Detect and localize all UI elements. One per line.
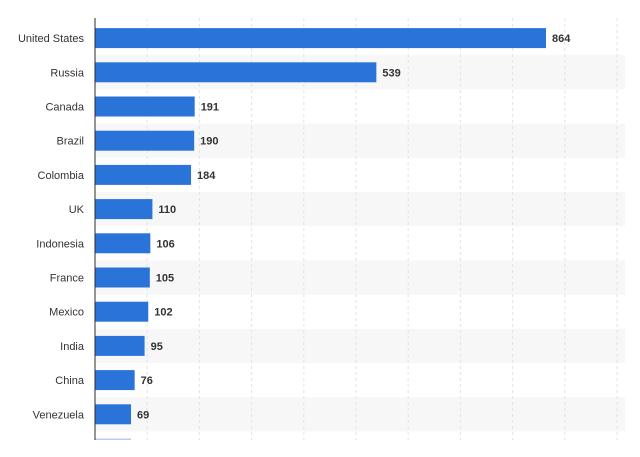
value-label: 190 bbox=[200, 136, 218, 148]
category-label: Mexico bbox=[49, 307, 84, 319]
category-label: Indonesia bbox=[36, 238, 85, 250]
value-label: 110 bbox=[158, 204, 176, 216]
row-bands bbox=[95, 55, 625, 432]
category-label: UK bbox=[69, 204, 85, 216]
partial-bar-cutoff bbox=[95, 438, 131, 440]
bar bbox=[95, 62, 377, 83]
value-label: 539 bbox=[382, 67, 400, 79]
bar bbox=[95, 404, 132, 425]
category-label: Russia bbox=[50, 67, 85, 79]
category-label: India bbox=[60, 341, 85, 353]
value-label: 105 bbox=[156, 273, 174, 285]
category-label: Colombia bbox=[38, 170, 85, 182]
value-label: 106 bbox=[156, 238, 174, 250]
category-label: Canada bbox=[45, 102, 84, 114]
category-label: Brazil bbox=[56, 136, 84, 148]
gridlines bbox=[146, 18, 618, 440]
value-label: 191 bbox=[201, 102, 219, 114]
value-labels: 864 539 191 190 184 110 106 105 102 95 76 69 bbox=[137, 33, 571, 421]
category-label: United States bbox=[18, 33, 85, 45]
bar bbox=[95, 267, 150, 288]
row-band bbox=[95, 397, 625, 432]
bar bbox=[95, 233, 151, 254]
bar bbox=[95, 164, 192, 185]
bar bbox=[95, 130, 195, 151]
value-label: 184 bbox=[197, 170, 216, 182]
bar bbox=[95, 199, 153, 220]
row-band bbox=[95, 192, 625, 227]
bar bbox=[95, 28, 547, 49]
value-label: 69 bbox=[137, 409, 149, 421]
bar bbox=[95, 370, 135, 391]
value-label: 95 bbox=[151, 341, 163, 353]
bar bbox=[95, 335, 145, 356]
category-label: Venezuela bbox=[33, 409, 85, 421]
bars bbox=[95, 28, 547, 425]
bar bbox=[95, 96, 195, 117]
category-labels: United States Russia Canada Brazil Colombia U… bbox=[18, 33, 85, 421]
value-label: 76 bbox=[141, 375, 153, 387]
bar bbox=[95, 301, 149, 322]
row-band bbox=[95, 260, 625, 295]
category-label: China bbox=[55, 375, 85, 387]
category-label: France bbox=[50, 273, 84, 285]
value-label: 102 bbox=[154, 307, 172, 319]
row-band bbox=[95, 328, 625, 363]
value-label: 864 bbox=[552, 33, 571, 45]
